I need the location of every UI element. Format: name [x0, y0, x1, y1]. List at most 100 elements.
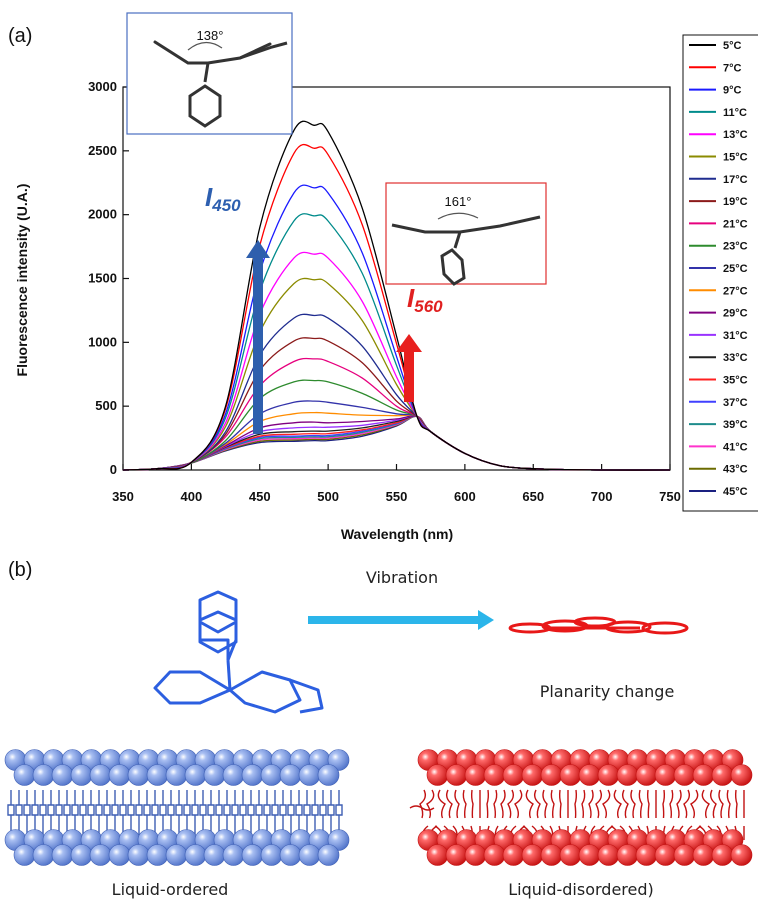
- lipid-heads: [417, 749, 753, 866]
- legend-entry: 11°C: [723, 107, 747, 119]
- lipid-tail: [287, 790, 295, 835]
- lipid-tail: [255, 790, 263, 835]
- lipid-head: [70, 844, 93, 866]
- series-line: [122, 251, 671, 471]
- lipid-head: [327, 829, 350, 851]
- lipid-head: [13, 764, 36, 786]
- lipid-tail: [646, 789, 650, 841]
- lipid-head: [222, 764, 245, 786]
- lipid-head: [32, 764, 55, 786]
- lipid-tail: [23, 790, 31, 835]
- lipid-tail: [175, 790, 183, 835]
- x-axis-title: Wavelength (nm): [341, 526, 453, 542]
- lipid-head: [597, 844, 620, 866]
- lipid-tail: [159, 790, 167, 835]
- legend-entry: 35°C: [723, 375, 748, 387]
- series-line: [122, 120, 671, 471]
- lipid-head: [730, 844, 753, 866]
- lipid-head: [445, 764, 468, 786]
- lipid-head: [165, 764, 188, 786]
- lipid-head: [711, 764, 734, 786]
- legend-entry: 37°C: [723, 397, 748, 409]
- x-tick-label: 400: [181, 489, 203, 504]
- lipid-head: [483, 764, 506, 786]
- lipid-tail: [143, 790, 151, 835]
- panel-b-label: (b): [8, 559, 32, 581]
- legend-entry: 31°C: [723, 330, 748, 342]
- lipid-head: [279, 844, 302, 866]
- planarity-label: Planarity change: [540, 682, 675, 701]
- lipid-head: [635, 844, 658, 866]
- lipid-tail: [191, 790, 199, 835]
- panel-a-label: (a): [8, 25, 32, 47]
- x-ticks: 350 400 450 500 550 600 650 700 750: [112, 464, 681, 504]
- lipid-tail: [335, 790, 343, 835]
- x-tick-label: 600: [454, 489, 476, 504]
- lipid-tail: [223, 790, 231, 835]
- liquid-ordered-label: Liquid-ordered: [112, 880, 229, 899]
- vibration-label: Vibration: [366, 568, 438, 587]
- i560-subscript: 560: [414, 297, 443, 316]
- lipid-tail: [303, 790, 311, 835]
- lipid-head: [222, 844, 245, 866]
- lipid-head: [184, 764, 207, 786]
- lipid-head: [317, 844, 340, 866]
- lipid-head: [260, 764, 283, 786]
- legend-entry: 5°C: [723, 40, 742, 52]
- lipid-tail-free: [409, 805, 435, 811]
- i560-arrow: [396, 334, 422, 402]
- lipid-head: [203, 764, 226, 786]
- lipid-head: [241, 764, 264, 786]
- i560-letter: I: [407, 283, 415, 313]
- lipid-tail: [15, 790, 23, 835]
- lipid-head: [578, 764, 601, 786]
- liquid-disordered-label: Liquid-disordered): [508, 880, 654, 899]
- lipid-head: [426, 764, 449, 786]
- lipid-head: [540, 764, 563, 786]
- lipid-head: [51, 764, 74, 786]
- y-tick-label: 500: [95, 398, 117, 413]
- lipid-head: [241, 844, 264, 866]
- legend-entry: 29°C: [723, 308, 748, 320]
- lipid-tail: [295, 790, 303, 835]
- lipid-head: [464, 764, 487, 786]
- legend-entry: 39°C: [723, 419, 748, 431]
- x-tick-label: 700: [591, 489, 613, 504]
- lipid-head: [298, 764, 321, 786]
- lipid-head: [260, 844, 283, 866]
- lipid-head: [692, 764, 715, 786]
- lipid-head: [559, 764, 582, 786]
- y-tick-label: 2500: [88, 143, 117, 158]
- lipid-tail: [263, 790, 271, 835]
- lipid-head: [127, 764, 150, 786]
- lipid-head: [13, 844, 36, 866]
- lipid-tail: [95, 790, 103, 835]
- lipid-head: [483, 844, 506, 866]
- lipid-tail: [319, 790, 327, 835]
- lipid-head: [540, 844, 563, 866]
- legend-entry: 23°C: [723, 241, 748, 253]
- x-tick-label: 500: [317, 489, 339, 504]
- series-line: [122, 415, 671, 471]
- lipid-tail: [55, 790, 63, 835]
- lipid-head: [597, 764, 620, 786]
- lipid-head: [692, 844, 715, 866]
- lipid-head: [146, 764, 169, 786]
- series-line: [122, 277, 671, 471]
- lipid-head: [426, 844, 449, 866]
- lipid-head: [203, 844, 226, 866]
- lipid-tail: [79, 790, 87, 835]
- lipid-head: [317, 764, 340, 786]
- lipid-tail: [47, 790, 55, 835]
- legend-entry: 43°C: [723, 464, 748, 476]
- lipid-tail: [7, 790, 15, 835]
- lipid-head: [654, 844, 677, 866]
- lipid-tail: [63, 790, 71, 835]
- lipid-head: [464, 844, 487, 866]
- planar-molecule: [508, 616, 689, 635]
- x-tick-label: 450: [249, 489, 271, 504]
- lipid-head: [108, 764, 131, 786]
- lipid-head: [730, 764, 753, 786]
- y-ticks: 0 500 1000 1500 2000 2500 3000: [88, 79, 129, 477]
